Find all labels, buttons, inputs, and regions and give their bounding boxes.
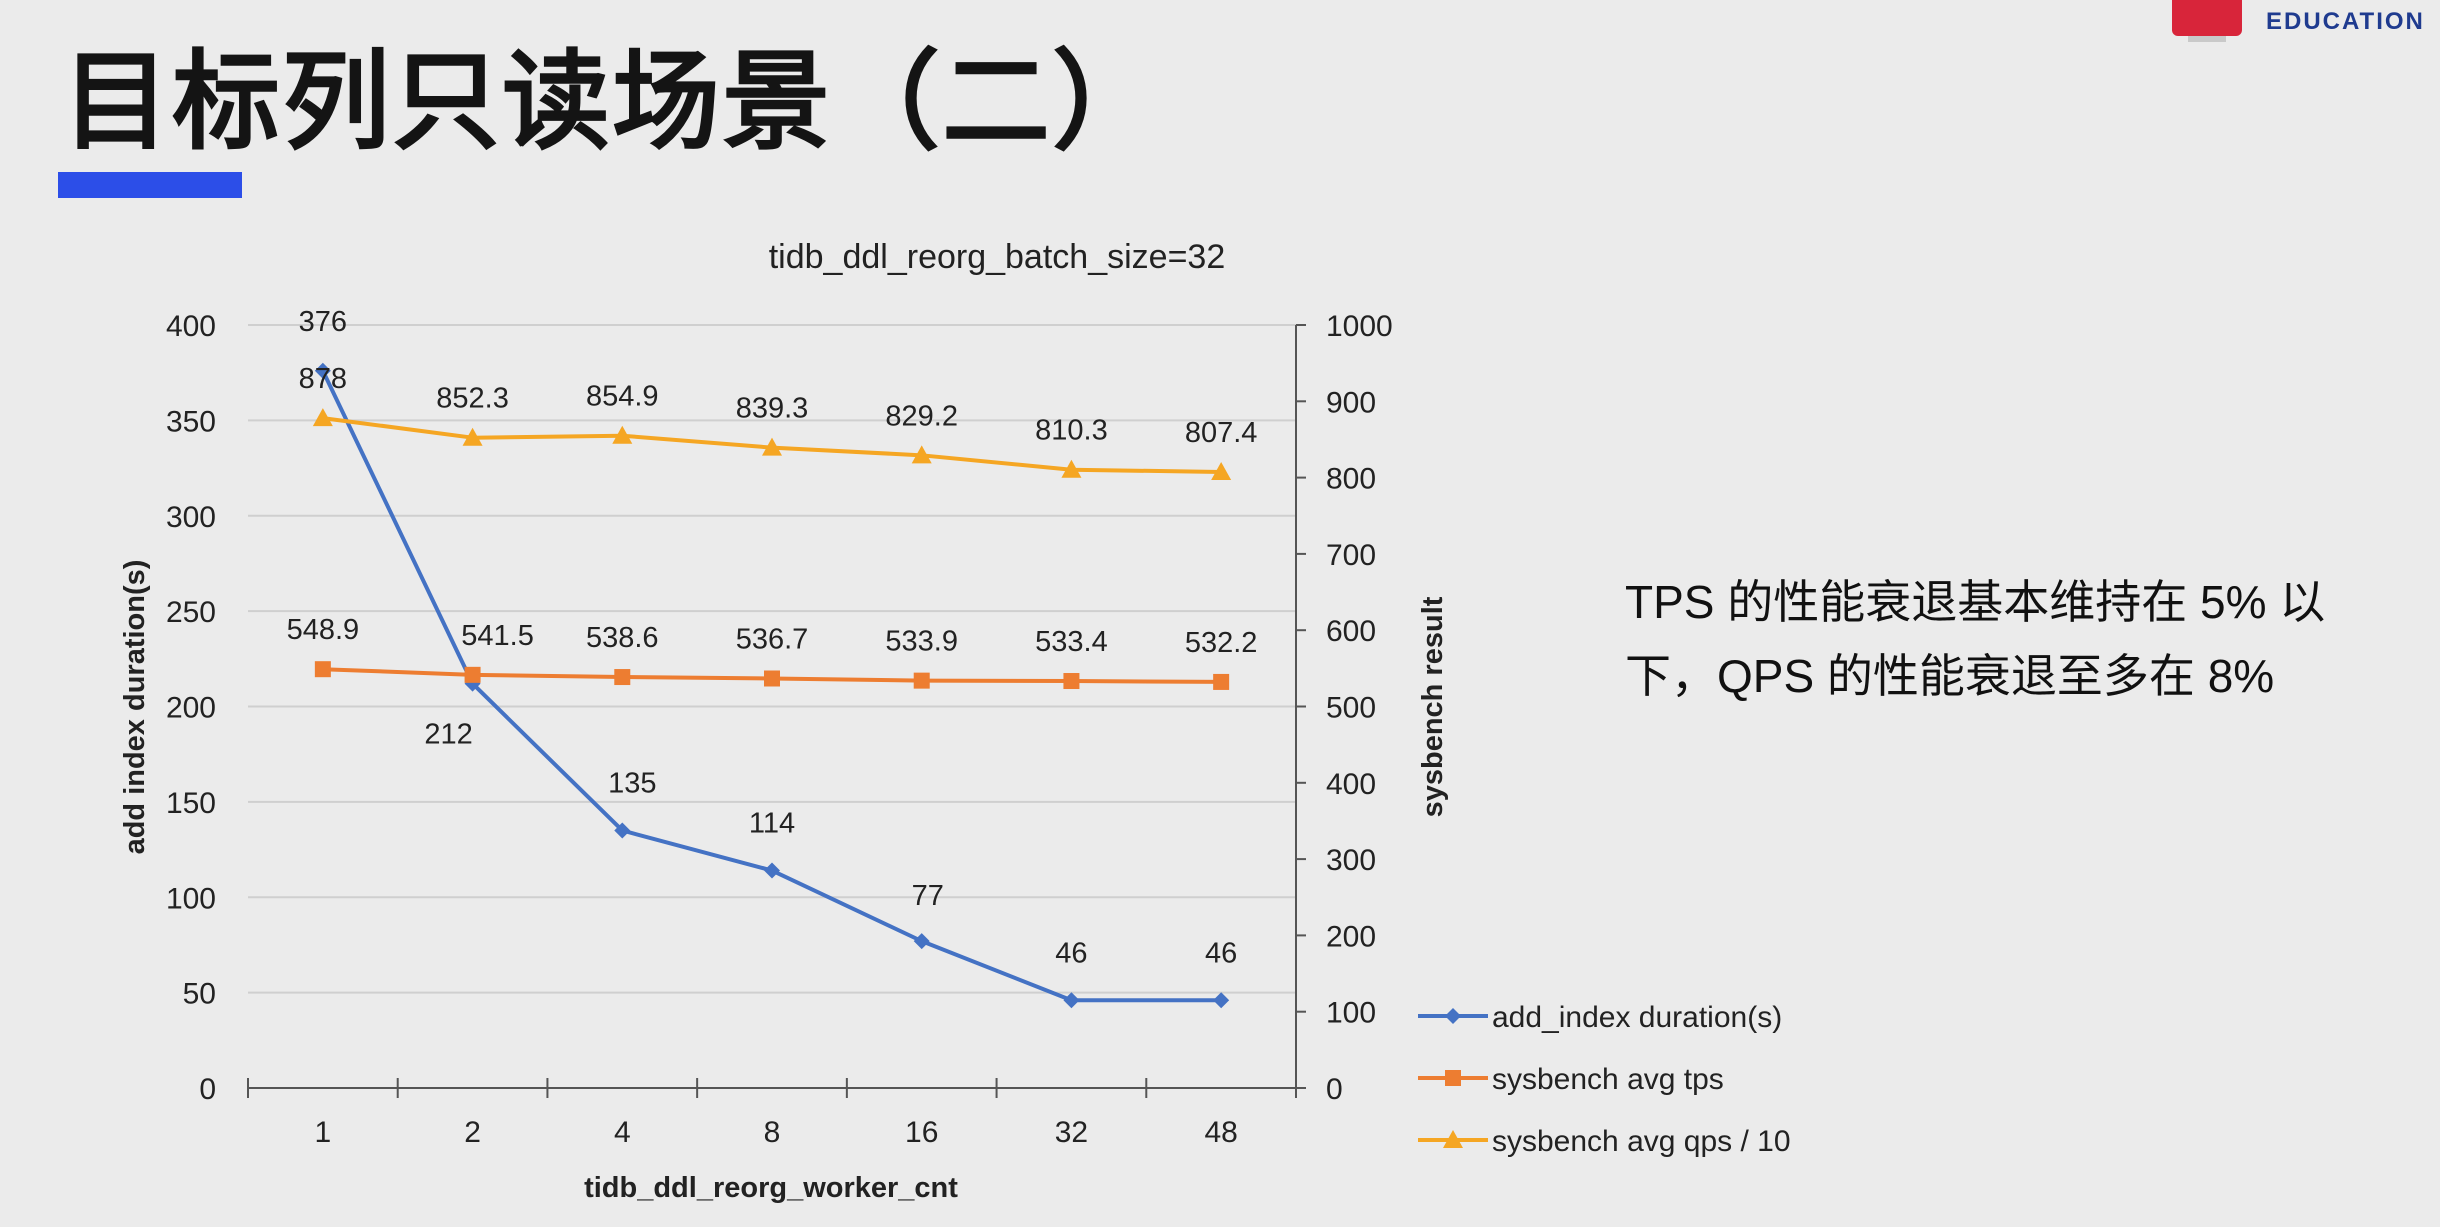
- y2-tick-label: 300: [1326, 844, 1376, 877]
- y2-tick-label: 800: [1326, 463, 1376, 496]
- data-label: 533.9: [885, 626, 958, 658]
- data-point-marker: [314, 661, 331, 678]
- performance-note: TPS 的性能衰退基本维持在 5% 以下，QPS 的性能衰退至多在 8%: [1625, 576, 2326, 702]
- title-underline: [58, 172, 242, 198]
- data-label: 810.3: [1035, 415, 1108, 447]
- data-label: 135: [608, 767, 656, 799]
- y-tick-label: 350: [166, 405, 216, 438]
- data-point-marker: [911, 445, 932, 464]
- x-tick-label: 1: [315, 1116, 332, 1149]
- data-label: 829.2: [885, 400, 958, 432]
- y-tick-label: 50: [183, 978, 216, 1011]
- data-label: 852.3: [436, 383, 509, 415]
- y2-tick-label: 400: [1326, 768, 1376, 801]
- data-label: 878: [299, 363, 347, 395]
- brand-logo-icon: [2172, 0, 2242, 42]
- y2-tick-label: 600: [1326, 615, 1376, 648]
- x-tick-label: 48: [1204, 1116, 1237, 1149]
- y2-tick-label: 1000: [1326, 310, 1393, 343]
- y-tick-label: 400: [166, 310, 216, 343]
- data-point-marker: [1445, 1070, 1461, 1086]
- label-layer: 376 212 135 114 77 46 46 548.9 541.5 538.6 536.7 53…: [287, 306, 1258, 969]
- y-axis-label: add index duration(s): [119, 560, 151, 855]
- y2-tick-label: 900: [1326, 386, 1376, 419]
- y2-tick-label: 700: [1326, 539, 1376, 572]
- data-label: 807.4: [1185, 417, 1258, 449]
- data-point-marker: [462, 427, 483, 446]
- data-label: 376: [299, 306, 347, 338]
- x-axis-label: tidb_ddl_reorg_worker_cnt: [584, 1172, 958, 1204]
- data-point-marker: [764, 670, 780, 687]
- x-tick-label: 32: [1055, 1116, 1088, 1149]
- data-point-marker: [1211, 461, 1232, 480]
- data-label: 548.9: [287, 614, 360, 646]
- x-tick-label: 4: [614, 1116, 631, 1149]
- data-label: 538.6: [586, 622, 659, 654]
- y-tick-label: 200: [166, 692, 216, 725]
- legend-entry: sysbench avg tps: [1492, 1063, 1724, 1096]
- data-point-marker: [312, 408, 333, 427]
- series-layer: [312, 362, 1232, 1009]
- data-label: 533.4: [1035, 626, 1108, 658]
- data-point-marker: [1445, 1008, 1461, 1024]
- y-tick-label: 150: [166, 787, 216, 820]
- data-point-marker: [1063, 992, 1080, 1009]
- brand: EDUCATION: [2160, 0, 2440, 42]
- data-point-marker: [612, 425, 633, 444]
- data-label: 46: [1205, 937, 1237, 969]
- data-point-marker: [1213, 673, 1230, 690]
- data-label: 212: [424, 719, 472, 751]
- data-label: 541.5: [461, 620, 534, 652]
- y-tick-label: 0: [199, 1073, 216, 1106]
- axis-layer: 0 50 100 150 200 250 300 350 400 0 100 200 300 400 500…: [166, 310, 1393, 1149]
- data-label: 77: [912, 880, 944, 912]
- data-point-marker: [762, 437, 782, 456]
- y2-tick-label: 200: [1326, 920, 1376, 953]
- data-point-marker: [764, 862, 780, 879]
- legend-entry: add_index duration(s): [1492, 1001, 1782, 1034]
- data-label: 839.3: [736, 393, 809, 425]
- data-label: 854.9: [586, 381, 659, 413]
- data-point-marker: [913, 672, 930, 689]
- data-point-marker: [1443, 1130, 1463, 1148]
- y-tick-label: 250: [166, 596, 216, 629]
- y2-tick-label: 0: [1326, 1073, 1343, 1106]
- data-label: 46: [1055, 937, 1087, 969]
- brand-text: EDUCATION: [2266, 8, 2425, 35]
- y-tick-label: 300: [166, 501, 216, 534]
- data-point-marker: [1213, 992, 1230, 1009]
- data-label: 536.7: [736, 623, 809, 655]
- legend-entry: sysbench avg qps / 10: [1492, 1125, 1791, 1158]
- data-point-marker: [614, 822, 631, 839]
- grid-layer: [248, 324, 1296, 994]
- y2-axis-label: sysbench result: [1417, 596, 1449, 817]
- y2-tick-label: 500: [1326, 692, 1376, 725]
- x-tick-label: 2: [464, 1116, 481, 1149]
- data-point-marker: [464, 666, 481, 683]
- legend-layer: add_index duration(s) sysbench avg tps sys…: [1418, 1001, 1791, 1158]
- y2-tick-label: 100: [1326, 997, 1376, 1030]
- data-label: 532.2: [1185, 627, 1258, 659]
- x-tick-label: 16: [905, 1116, 938, 1149]
- y-tick-label: 100: [166, 882, 216, 915]
- data-point-marker: [1061, 459, 1082, 478]
- data-label: 114: [749, 808, 795, 840]
- chart-title: tidb_ddl_reorg_batch_size=32: [769, 238, 1226, 276]
- data-point-marker: [913, 933, 930, 950]
- data-point-marker: [1063, 673, 1080, 690]
- slide-title: 目标列只读场景（二）: [62, 40, 1163, 165]
- data-point-marker: [314, 362, 331, 379]
- data-point-marker: [614, 669, 631, 686]
- x-tick-label: 8: [764, 1116, 781, 1149]
